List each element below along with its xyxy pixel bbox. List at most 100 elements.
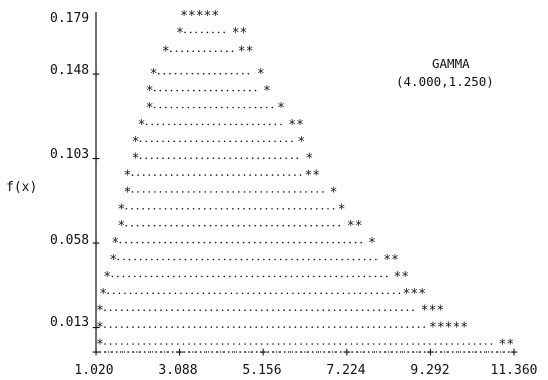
axis-dot [200,351,202,353]
axis-dot [373,351,376,353]
fill-dot [271,224,273,227]
fill-dot [162,140,164,143]
fill-dot [389,343,392,345]
axis-dot [328,351,331,353]
fill-dot [192,208,195,210]
fill-dot [202,292,205,295]
fill-dot [131,174,134,176]
fill-dot [348,292,350,295]
fill-dot [317,309,319,312]
curve-star-left: * [103,270,111,285]
fill-dot [294,174,296,176]
fill-dot [133,275,136,278]
fill-dot [311,326,314,328]
fill-dot [219,72,222,75]
fill-dot [195,258,198,261]
axis-dot [272,351,275,353]
axis-dot [312,351,314,353]
fill-dot [126,343,129,345]
fill-dot [167,258,170,261]
fill-dot [373,326,375,328]
fill-dot [209,241,211,244]
fill-dot [225,292,227,295]
fill-dot [301,275,304,278]
fill-dot [210,174,212,176]
fill-dot [401,343,403,345]
fill-dot [181,224,184,227]
fill-dot [378,309,381,312]
fill-dot [185,123,187,126]
fill-dot [162,123,165,126]
axis-dot [132,351,135,353]
fill-dot [237,106,240,109]
fill-dot [365,292,367,295]
fill-dot [271,208,273,210]
curve-star-right: *** [403,287,426,302]
fill-dot [238,309,241,312]
fill-dot [210,343,213,345]
fill-dot [130,241,133,244]
x-tick-mark: + [510,345,518,360]
fill-dot [148,224,150,227]
axis-dot [485,351,488,353]
fill-dot [148,208,150,210]
fill-dot [356,326,358,328]
axis-dot [228,351,230,353]
fill-dot [206,31,209,34]
fill-dot [412,343,414,345]
fill-dot [180,292,182,295]
axis-dot [278,351,281,353]
fill-dot [145,123,148,126]
fill-dot [205,343,207,345]
fill-dot [175,241,178,244]
fill-dot [273,275,276,278]
fill-dot [215,191,218,193]
fill-dot [328,309,330,312]
fill-dot [246,157,248,159]
fill-dot [276,208,279,210]
fill-dot [137,326,140,328]
fill-dot [251,258,254,261]
fill-dot [352,258,355,261]
fill-dot [107,292,109,295]
fill-dot [251,157,254,159]
fill-dot [299,174,302,176]
fill-dot [209,106,212,109]
y-tick-label-0: 0.179 [50,11,89,26]
fill-dot [393,292,395,295]
fill-dot [328,326,330,328]
fill-dot [109,309,112,312]
fill-dot [198,174,201,176]
fill-dot [360,241,363,244]
fill-dot [159,174,162,176]
fill-dot [126,326,129,328]
fill-dot [170,241,172,244]
fill-dot [115,326,117,328]
fill-dot [253,292,255,295]
fill-dot [237,208,240,210]
fill-dot [243,191,246,193]
fill-dot [246,123,249,126]
fill-dot [226,208,228,210]
fill-dot [241,123,243,126]
fill-dot [326,241,329,244]
fill-dot [311,343,314,345]
fill-dot [310,241,312,244]
fill-dot [244,326,246,328]
fill-dot [104,309,106,312]
fill-dot [412,326,414,328]
axis-dot [233,351,236,353]
fill-dot [225,72,227,75]
fill-dot [260,174,263,176]
fill-dot [235,157,237,159]
fill-dot [177,343,179,345]
fill-dot [184,31,186,34]
fill-dot [223,140,226,143]
fill-dot [188,309,190,312]
fill-dot [337,292,339,295]
fill-dot [237,224,240,227]
fill-dot [350,343,353,345]
fill-dot [417,343,420,345]
fill-dot [131,224,133,227]
fill-dot [154,309,157,312]
